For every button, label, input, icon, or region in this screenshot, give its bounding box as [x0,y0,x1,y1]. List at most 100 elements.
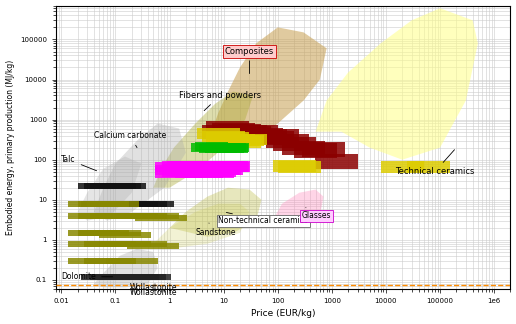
Polygon shape [278,161,321,173]
Polygon shape [99,201,151,207]
Polygon shape [181,163,229,174]
Polygon shape [171,164,220,174]
Polygon shape [194,161,243,172]
Polygon shape [189,161,238,171]
Polygon shape [196,162,244,172]
Text: Technical ceramics: Technical ceramics [395,150,475,176]
Polygon shape [200,161,248,172]
Polygon shape [302,143,345,156]
Polygon shape [256,129,299,144]
Polygon shape [78,230,130,236]
Polygon shape [282,141,325,155]
Polygon shape [201,162,249,172]
Polygon shape [187,161,236,172]
Polygon shape [185,162,234,172]
Polygon shape [187,167,236,177]
Polygon shape [206,122,249,135]
Polygon shape [162,161,210,172]
Text: Fibers and powders: Fibers and powders [179,91,261,110]
Polygon shape [240,128,283,142]
Polygon shape [251,131,294,145]
Polygon shape [223,125,267,139]
Polygon shape [187,164,236,175]
Polygon shape [185,165,234,175]
Polygon shape [175,162,223,172]
Polygon shape [407,161,449,173]
Polygon shape [106,213,157,219]
Polygon shape [228,126,271,141]
Polygon shape [68,258,120,264]
Polygon shape [170,188,262,237]
Polygon shape [90,274,149,280]
Polygon shape [244,129,287,143]
Polygon shape [202,125,245,139]
Polygon shape [191,161,239,172]
Polygon shape [207,143,240,152]
Polygon shape [183,167,232,177]
Polygon shape [127,243,179,249]
Polygon shape [216,135,259,146]
Polygon shape [218,136,262,148]
Polygon shape [192,165,241,175]
Polygon shape [196,142,228,151]
Polygon shape [100,274,159,280]
Polygon shape [221,135,264,146]
Polygon shape [183,161,232,172]
Polygon shape [178,161,227,172]
Polygon shape [215,144,248,153]
Polygon shape [175,165,223,175]
Polygon shape [217,143,249,152]
Polygon shape [178,167,227,177]
Text: Sandstone: Sandstone [196,223,236,237]
Polygon shape [197,128,240,139]
Polygon shape [167,161,215,171]
Polygon shape [82,201,133,207]
Polygon shape [272,137,316,151]
Polygon shape [189,165,238,175]
Polygon shape [162,167,210,177]
Polygon shape [202,161,250,172]
Polygon shape [116,201,167,207]
Polygon shape [316,8,478,160]
Polygon shape [78,183,130,189]
Polygon shape [212,123,255,137]
Polygon shape [85,258,136,264]
Polygon shape [68,201,120,207]
Polygon shape [272,160,316,172]
Polygon shape [171,161,220,172]
Polygon shape [198,162,247,172]
Polygon shape [205,144,237,153]
Polygon shape [127,213,179,219]
Polygon shape [191,164,239,175]
Polygon shape [199,144,232,153]
Text: Non-technical ceramics: Non-technical ceramics [218,213,308,225]
Polygon shape [135,215,187,221]
Polygon shape [223,133,267,145]
Polygon shape [85,241,136,247]
Y-axis label: Embodied energy, primary production (MJ/kg): Embodied energy, primary production (MJ/… [6,60,14,235]
Polygon shape [155,165,203,175]
Polygon shape [90,213,141,219]
Polygon shape [106,201,157,207]
Text: Dolomite: Dolomite [61,272,112,281]
Polygon shape [112,274,171,280]
Polygon shape [171,167,220,177]
Text: Wollastonite: Wollastonite [130,288,177,297]
Polygon shape [99,232,151,238]
Polygon shape [122,201,174,207]
Text: Wollastonite: Wollastonite [130,283,177,292]
Polygon shape [212,144,244,153]
Polygon shape [266,133,309,148]
Polygon shape [206,132,249,144]
Text: Talc: Talc [61,155,96,171]
Polygon shape [94,123,186,221]
Polygon shape [181,161,229,171]
Text: Composites: Composites [225,47,274,74]
Polygon shape [181,166,229,176]
Polygon shape [116,241,167,247]
Polygon shape [68,230,120,236]
Polygon shape [94,249,157,287]
Polygon shape [153,204,249,249]
Polygon shape [81,274,140,280]
Polygon shape [214,143,246,152]
